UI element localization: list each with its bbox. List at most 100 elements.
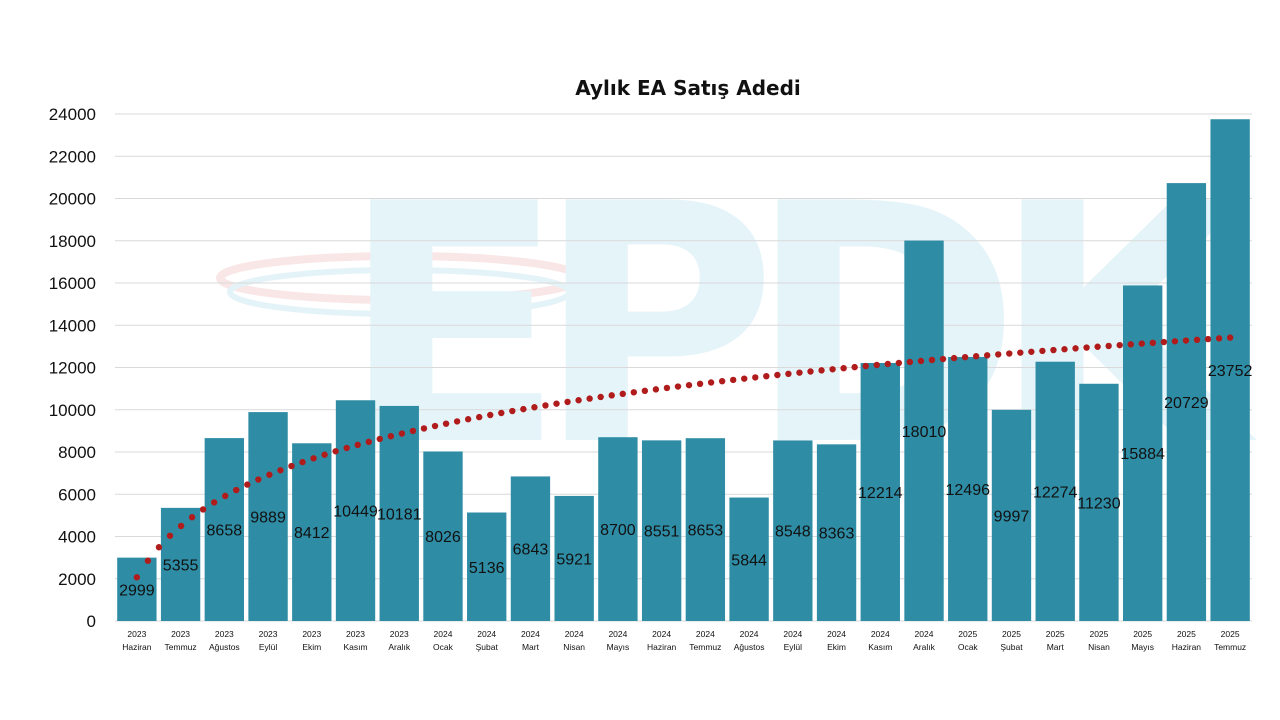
x-tick-month: Şubat xyxy=(1000,642,1023,652)
trendline-dot xyxy=(696,380,704,388)
trendline-dot xyxy=(321,451,328,458)
trendline-dot xyxy=(520,405,527,413)
trendline-dot xyxy=(1160,338,1168,346)
trendline-dot xyxy=(729,376,737,384)
trendline-dot xyxy=(542,402,549,409)
trendline-dot xyxy=(939,355,947,363)
data-label: 12496 xyxy=(946,482,991,499)
trendline-dot xyxy=(177,522,185,530)
trendline-dot xyxy=(1193,336,1201,344)
x-tick-year: 2023 xyxy=(302,629,321,639)
bar xyxy=(860,362,900,621)
data-label: 9889 xyxy=(250,510,286,527)
bar xyxy=(423,451,463,621)
data-label: 6843 xyxy=(513,542,549,559)
trendline-dot xyxy=(299,458,306,466)
trendline-dot xyxy=(1215,335,1223,342)
x-tick-year: 2024 xyxy=(434,629,453,639)
trendline-dot xyxy=(420,425,428,432)
trendline-dot xyxy=(498,409,505,417)
trendline-dot xyxy=(851,363,858,371)
trendline-dot xyxy=(818,367,825,374)
x-tick-year: 2025 xyxy=(1177,629,1196,639)
data-label: 12274 xyxy=(1033,484,1078,501)
x-tick-month: Ekim xyxy=(302,642,321,652)
x-tick-year: 2024 xyxy=(783,629,802,639)
x-tick-year: 2023 xyxy=(346,629,365,639)
x-tick-month: Eylül xyxy=(784,642,803,652)
x-tick-month: Nisan xyxy=(563,642,585,652)
trendline-dot xyxy=(133,574,141,581)
trendline-dot xyxy=(752,374,759,381)
trendline-dot xyxy=(575,397,582,404)
y-tick-label: 10000 xyxy=(49,401,96,420)
y-tick-label: 0 xyxy=(87,612,96,631)
trendline-dot xyxy=(928,356,936,364)
x-tick-year: 2024 xyxy=(608,629,627,639)
trendline-dot xyxy=(630,389,638,396)
x-tick-year: 2023 xyxy=(390,629,409,639)
trendline-dot xyxy=(597,393,604,401)
y-tick-label: 24000 xyxy=(49,105,96,124)
bar xyxy=(510,476,551,621)
bar xyxy=(467,512,507,621)
x-tick-year: 2024 xyxy=(565,629,584,639)
trendline-dot xyxy=(553,400,560,407)
trendline-dot xyxy=(995,351,1002,358)
bar xyxy=(685,438,726,621)
trendline-dot xyxy=(464,416,472,423)
y-tick-label: 4000 xyxy=(58,528,96,547)
trendline-dot xyxy=(1094,343,1101,350)
x-tick-year: 2024 xyxy=(740,629,759,639)
data-label: 5921 xyxy=(556,551,592,568)
trendline-dot xyxy=(983,352,991,359)
trendline-dot xyxy=(619,390,626,398)
bar xyxy=(554,495,594,621)
x-tick-year: 2023 xyxy=(215,629,234,639)
bar xyxy=(1166,183,1207,622)
data-label: 10449 xyxy=(333,504,378,521)
x-tick-month: Ağustos xyxy=(734,642,765,652)
trendline-dot xyxy=(1061,346,1068,353)
bar xyxy=(117,557,157,621)
data-label: 11230 xyxy=(1077,495,1120,512)
trendline-dot xyxy=(685,381,693,389)
trendline-dot xyxy=(873,361,880,369)
trendline-dot xyxy=(1127,341,1134,348)
bar xyxy=(1035,361,1075,621)
bar xyxy=(598,437,638,621)
trendline-dot xyxy=(741,375,748,382)
trendline-dot xyxy=(1072,345,1079,352)
trendline-dot xyxy=(972,353,980,360)
trendline-dot xyxy=(961,353,969,361)
bar xyxy=(1210,119,1250,621)
bar xyxy=(904,240,944,621)
trendline-dot xyxy=(895,359,903,367)
x-tick-year: 2024 xyxy=(696,629,715,639)
data-label: 2999 xyxy=(119,582,155,599)
bar xyxy=(641,440,682,621)
trendline-dot xyxy=(807,368,814,375)
trendline-dot xyxy=(950,354,958,362)
x-tick-month: Aralık xyxy=(913,642,935,652)
data-label: 8658 xyxy=(207,523,243,540)
x-tick-year: 2025 xyxy=(1089,629,1108,639)
bar xyxy=(729,497,769,621)
trendline-dot xyxy=(387,432,395,440)
bar xyxy=(335,400,376,621)
x-tick-month: Mart xyxy=(522,642,540,652)
trendline-dot xyxy=(166,532,174,539)
trendline-dot xyxy=(1182,337,1190,344)
trendline-dot xyxy=(1171,338,1179,345)
x-tick-month: Mayıs xyxy=(607,642,630,652)
chart-title: Aylık EA Satış Adedi xyxy=(575,76,801,100)
trendline-dot xyxy=(608,392,615,399)
y-tick-label: 8000 xyxy=(58,443,96,462)
x-tick-year: 2023 xyxy=(171,629,190,639)
trendline-dot xyxy=(244,481,251,488)
trendline-dot xyxy=(222,492,229,500)
x-tick-year: 2024 xyxy=(871,629,890,639)
data-label: 18010 xyxy=(902,424,947,441)
trendline-dot xyxy=(487,411,494,419)
